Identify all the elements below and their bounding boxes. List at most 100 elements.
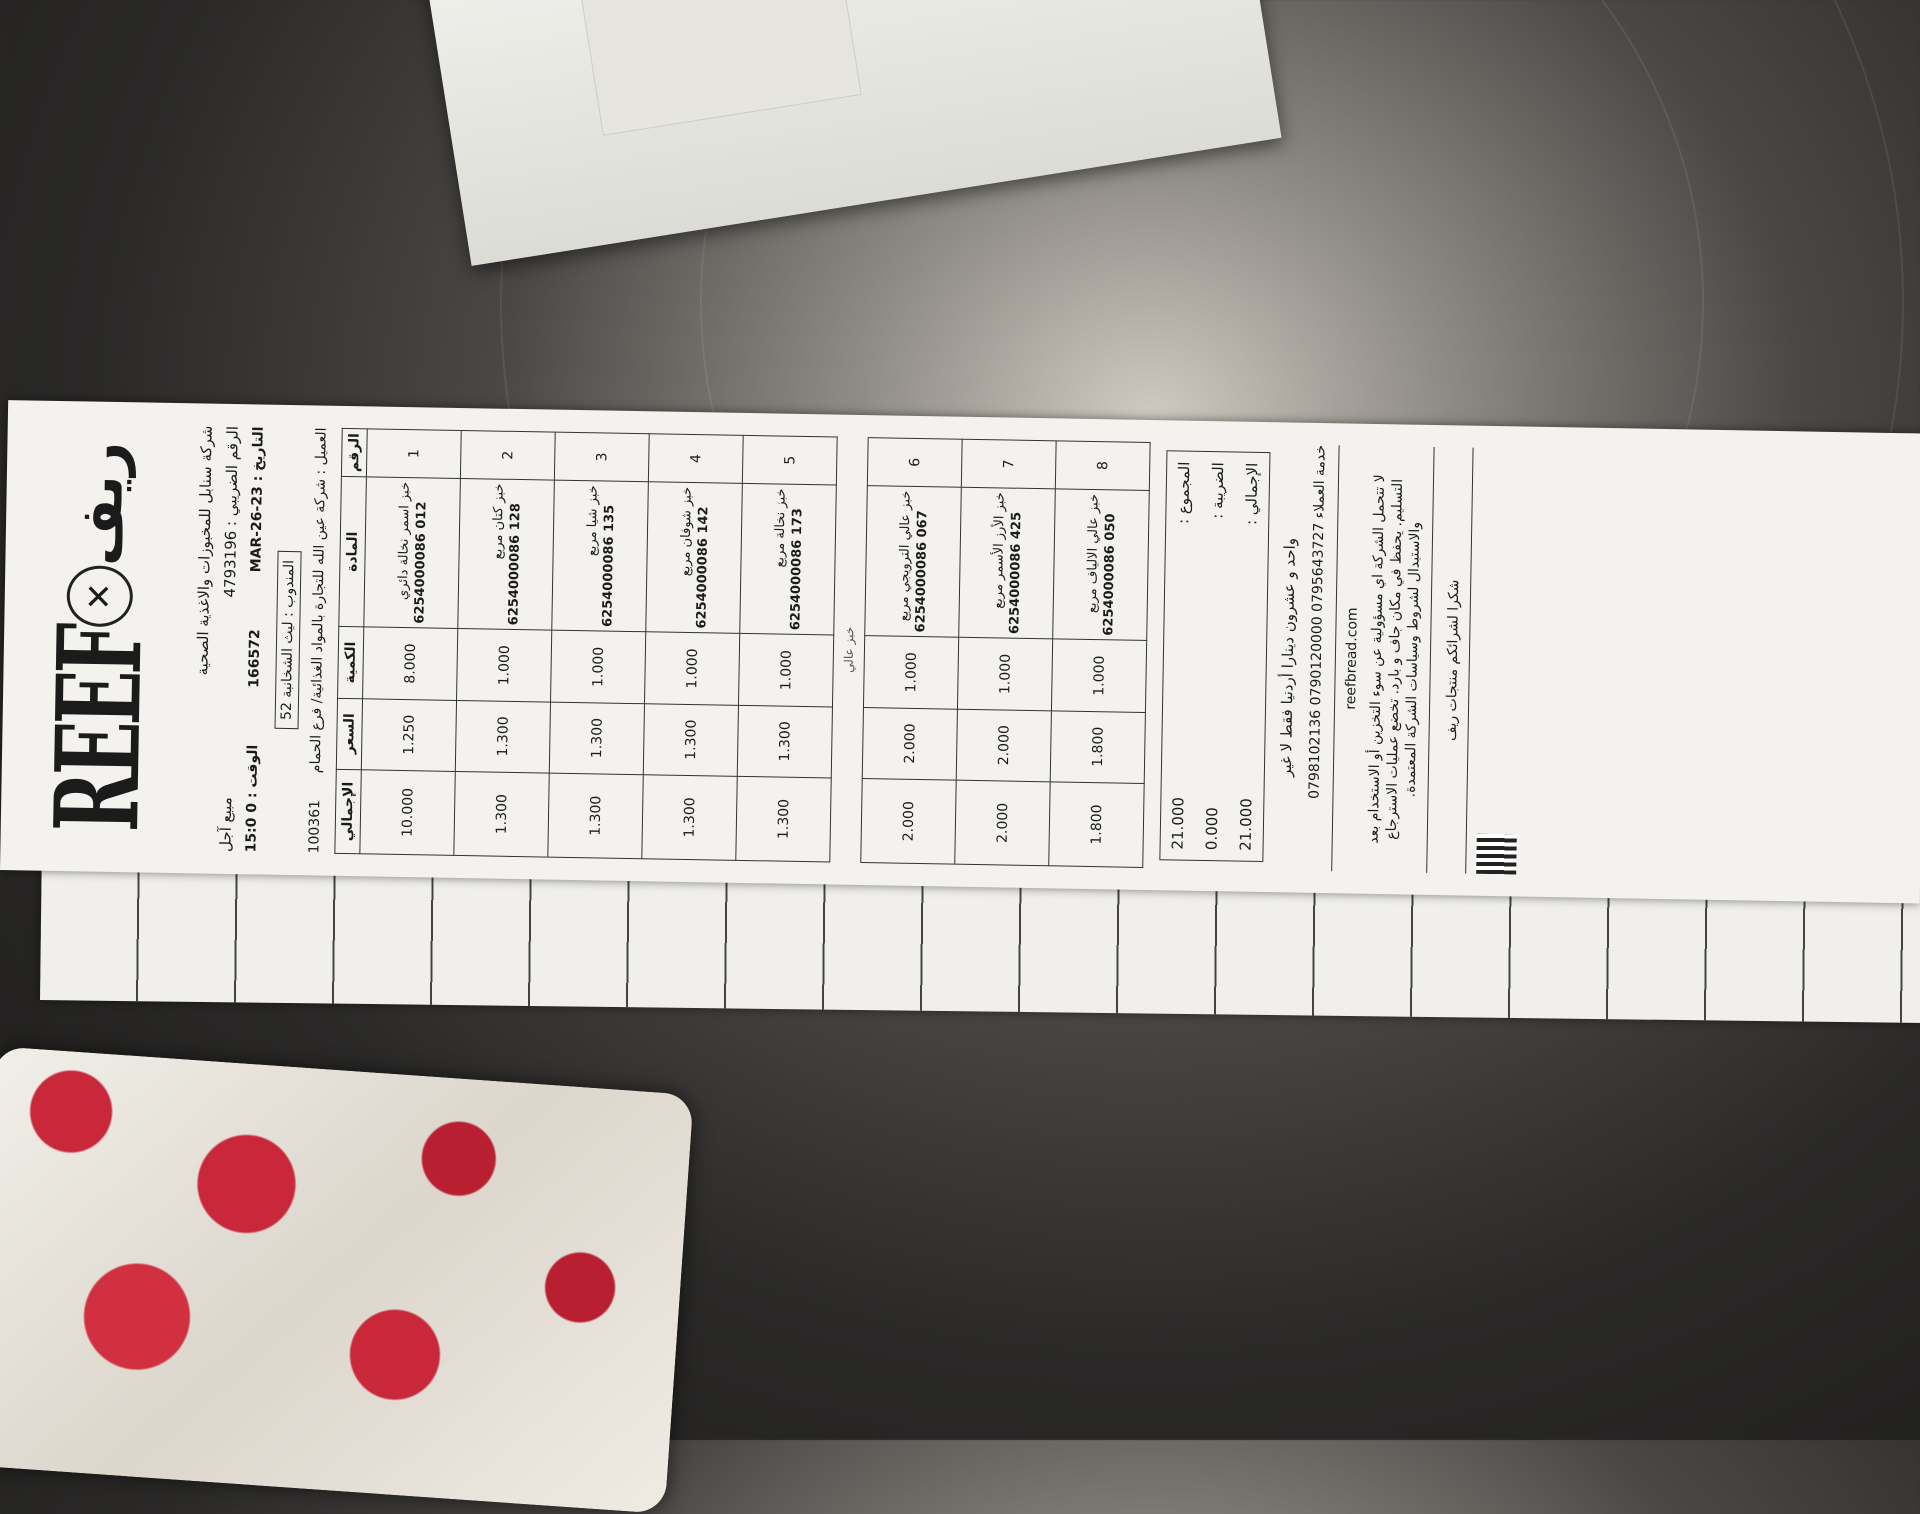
- item-barcode: 6254000086 012: [411, 501, 429, 624]
- item-name-cell: خبز شيا مربع 6254000086 135: [551, 480, 649, 633]
- totals-label: الضريبة :: [1208, 462, 1228, 519]
- item-qty: 1.000: [550, 630, 646, 704]
- bread-bag: [0, 1046, 694, 1514]
- item-qty: 8.000: [362, 627, 458, 701]
- amount-in-words: واحد و عشرون دينارا أردنيا فقط لا غير: [1276, 537, 1299, 778]
- item-total: 1.300: [547, 772, 644, 859]
- table-row: 7 خبز الأرز الأسمر مربع 6254000086 425 1.00…: [954, 439, 1057, 866]
- receipt: REEF ✕ ريف شركة سنابل للمخبوزات والاغذية…: [0, 400, 1920, 904]
- item-price: 1.300: [643, 703, 739, 777]
- totals-value: 0.000: [1202, 807, 1222, 851]
- item-name: خبز نخالة مربع: [771, 488, 789, 568]
- item-name: خبز شيا مربع: [584, 485, 601, 557]
- totals-box: المجموع : 21.000 الضريبة : 0.000 الإجمالي : 2…: [1159, 450, 1271, 863]
- item-name: خبز شوفان مربع: [677, 486, 695, 577]
- table-row: 2 خبز كتان مربع 6254000086 128 1.000 1.300 1.…: [453, 430, 556, 858]
- item-qty: 1.000: [863, 635, 959, 709]
- thank-you-note: شكرا لشرائكم منتجات ريف: [1441, 447, 1474, 874]
- table-row: 6 خبز عالي الترويجي مربع 6254000086 067 1.0…: [860, 437, 963, 865]
- item-price: 2.000: [956, 708, 1052, 782]
- item-number: 1: [366, 428, 462, 479]
- client-label: العميل :: [312, 427, 330, 475]
- item-price: 2.000: [862, 707, 958, 780]
- header-total: الإجمالي: [334, 769, 362, 854]
- item-number: 7: [961, 439, 1057, 489]
- item-price: 1.800: [1050, 710, 1146, 784]
- totals-label: الإجمالي :: [1242, 462, 1262, 526]
- item-name-cell: خبز عالي الترويجي مربع 6254000086 067: [864, 485, 962, 638]
- item-barcode: 6254000086 067: [912, 510, 930, 633]
- time-value: 15:0 0: [243, 802, 261, 853]
- item-total: 2.000: [860, 778, 957, 865]
- customer-service: خدمة العملاء 0795643727 0790120000 07981…: [1303, 444, 1340, 872]
- item-qty: 1.000: [1051, 639, 1147, 713]
- item-number: 5: [742, 435, 838, 485]
- totals-value: 21.000: [1236, 798, 1256, 851]
- tax-number: الرقم الضريبي : 4793196: [220, 425, 242, 598]
- item-qty: 1.000: [957, 637, 1053, 711]
- paper-roll-label: [574, 0, 862, 136]
- item-barcode: 6254000086 050: [1100, 513, 1118, 636]
- client-info: العميل : شركة عين الله للتجارة بالمواد ا…: [304, 427, 331, 853]
- windmill-icon: ✕: [66, 565, 134, 628]
- table-row: 8 خبز عالي الالياف مربع 6254000086 050 1.00…: [1048, 440, 1151, 868]
- sale-type: مبيع آجل: [216, 797, 236, 853]
- website-link[interactable]: reefbread.com: [1343, 607, 1361, 710]
- time-label: الوقت :: [244, 744, 262, 799]
- item-total: 1.800: [1048, 781, 1145, 868]
- item-total: 2.000: [954, 779, 1051, 866]
- disclaimer: لا تتحمل الشركة اي مسؤولية عن سوء التخزي…: [1364, 445, 1435, 873]
- item-number: 2: [460, 430, 556, 481]
- header-num: الرقم: [341, 428, 368, 477]
- logo-text-en: REEF: [27, 625, 168, 833]
- item-name-cell: خبز كتان مربع 6254000086 128: [457, 478, 555, 631]
- item-total: 10.000: [359, 769, 456, 856]
- representative-box: المندوب : ليث الشخانبة 52: [274, 550, 302, 730]
- qr-code-icon: [1476, 833, 1517, 875]
- item-name: خبز كتان مربع: [490, 483, 507, 560]
- item-total: 1.300: [735, 776, 832, 862]
- header-qty: الكمية: [337, 626, 364, 699]
- header-item: المادة: [338, 476, 367, 628]
- item-price: 1.300: [737, 704, 833, 778]
- item-barcode: 6254000086 173: [787, 507, 805, 631]
- item-barcode: 6254000086 142: [693, 506, 711, 629]
- table-row: 3 خبز شيا مربع 6254000086 135 1.000 1.300 1.3…: [547, 432, 650, 859]
- item-name-cell: خبز عالي الالياف مربع 6254000086 050: [1052, 488, 1150, 641]
- invoice-number: 166572: [246, 629, 264, 688]
- item-number: 8: [1055, 440, 1151, 491]
- item-qty: 1.000: [456, 628, 552, 702]
- client-code: 100361: [306, 799, 324, 854]
- items-table: الرقم المادة الكمية السعر الإجمالي 1 خبز …: [334, 428, 1151, 868]
- totals-label: المجموع :: [1174, 461, 1194, 525]
- item-number: 4: [648, 433, 744, 484]
- item-name-cell: خبز نخالة مربع 6254000086 173: [739, 483, 837, 636]
- item-qty: 1.000: [644, 632, 740, 705]
- table-row: 4 خبز شوفان مربع 6254000086 142 1.000 1.300 1…: [641, 433, 744, 861]
- logo-text-ar: ريف: [66, 441, 137, 567]
- item-name: خبز الأرز الأسمر مربع: [990, 492, 1008, 609]
- totals-value: 21.000: [1168, 796, 1188, 850]
- date-value: MAR-26-23: [248, 486, 266, 573]
- client-value: شركة عين الله للتجارة بالمواد الغذائية/ …: [307, 478, 329, 774]
- item-price: 1.250: [361, 698, 457, 772]
- company-info: شركة سنابل للمخبوزات والاغذية الصحية الر…: [186, 425, 271, 852]
- item-barcode: 6254000086 135: [599, 504, 617, 628]
- item-total: 1.300: [453, 771, 550, 858]
- totals-row: الإجمالي : 21.000: [1228, 452, 1269, 861]
- item-price: 1.300: [549, 701, 645, 775]
- item-name: خبز عالي الالياف مربع: [1084, 493, 1102, 614]
- item-total: 1.300: [641, 774, 738, 861]
- item-name-cell: خبز الأرز الأسمر مربع 6254000086 425: [958, 487, 1056, 640]
- item-price: 1.300: [455, 700, 551, 773]
- item-barcode: 6254000086 128: [505, 503, 523, 626]
- date-label: التاريخ :: [249, 426, 267, 482]
- item-number: 6: [867, 437, 963, 488]
- reef-logo: REEF ✕ ريف: [10, 422, 187, 851]
- item-name: خبز عالي الترويجي مربع: [895, 490, 914, 622]
- table-row: 1 خبز اسمر نخالة دائري 6254000086 012 8.000…: [359, 428, 462, 856]
- table-row: 5 خبز نخالة مربع 6254000086 173 1.000 1.300 1…: [735, 435, 838, 862]
- item-name-cell: خبز اسمر نخالة دائري 6254000086 012: [363, 476, 461, 629]
- item-name-cell: خبز شوفان مربع 6254000086 142: [645, 481, 743, 634]
- item-number: 3: [554, 432, 650, 482]
